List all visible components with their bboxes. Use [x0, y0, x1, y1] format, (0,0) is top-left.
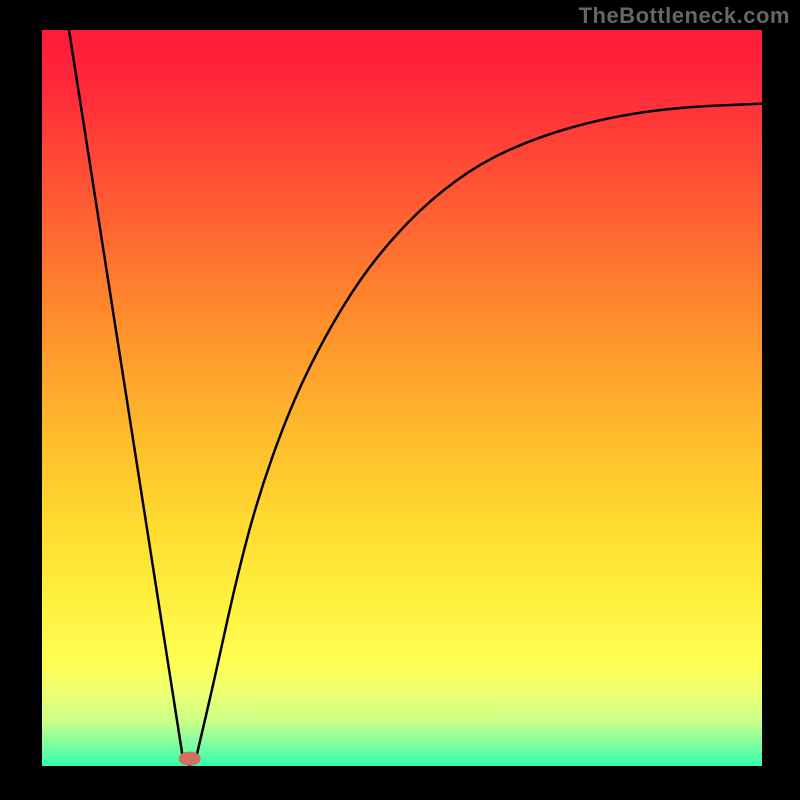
- chart-container: TheBottleneck.com: [0, 0, 800, 800]
- watermark-label: TheBottleneck.com: [579, 3, 790, 29]
- minimum-marker: [179, 752, 201, 766]
- bottleneck-chart: [0, 0, 800, 800]
- plot-background-gradient: [42, 30, 762, 766]
